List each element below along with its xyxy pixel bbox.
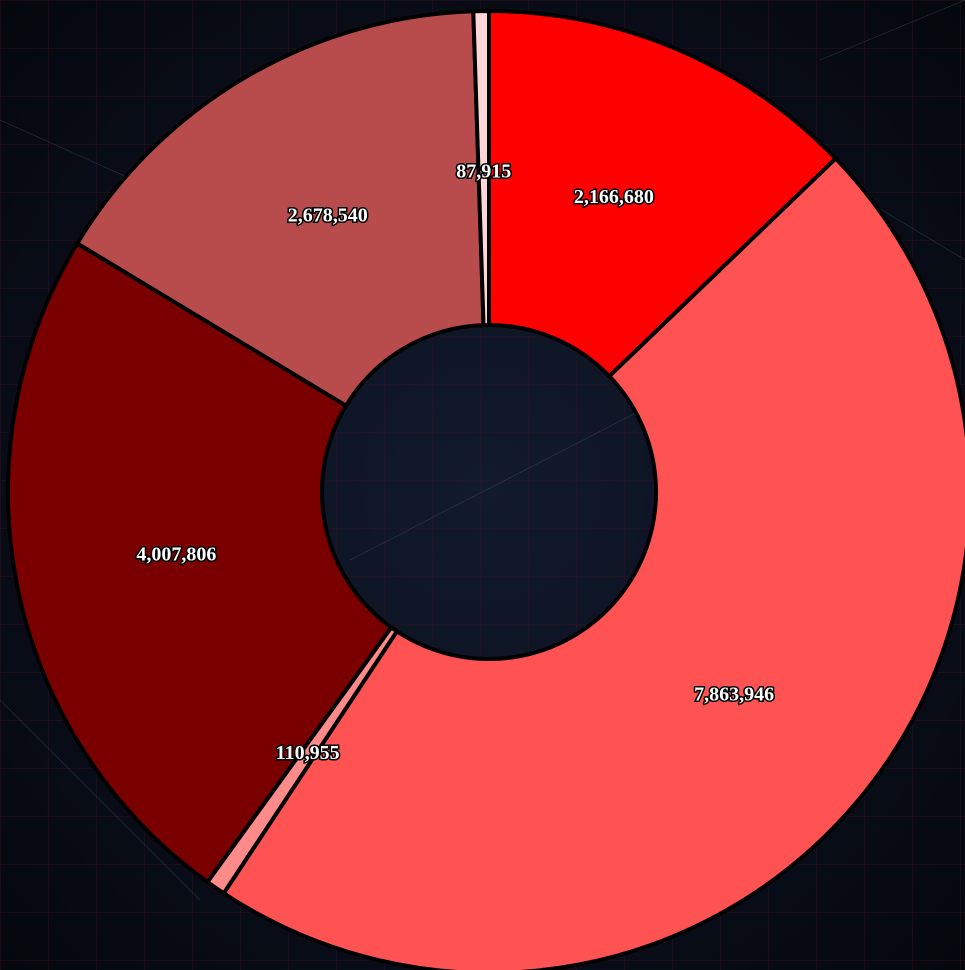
data-label: 4,007,806	[136, 543, 216, 565]
slice	[75, 9, 486, 408]
slice	[471, 9, 491, 328]
slice	[6, 241, 394, 884]
slice	[487, 9, 838, 379]
data-label: 7,863,946	[694, 684, 774, 706]
data-label: 87,915	[456, 161, 511, 183]
slice	[221, 156, 965, 970]
data-label: 110,955	[276, 742, 340, 764]
data-label: 2,678,540	[288, 204, 368, 226]
data-label: 2,166,680	[574, 186, 654, 208]
